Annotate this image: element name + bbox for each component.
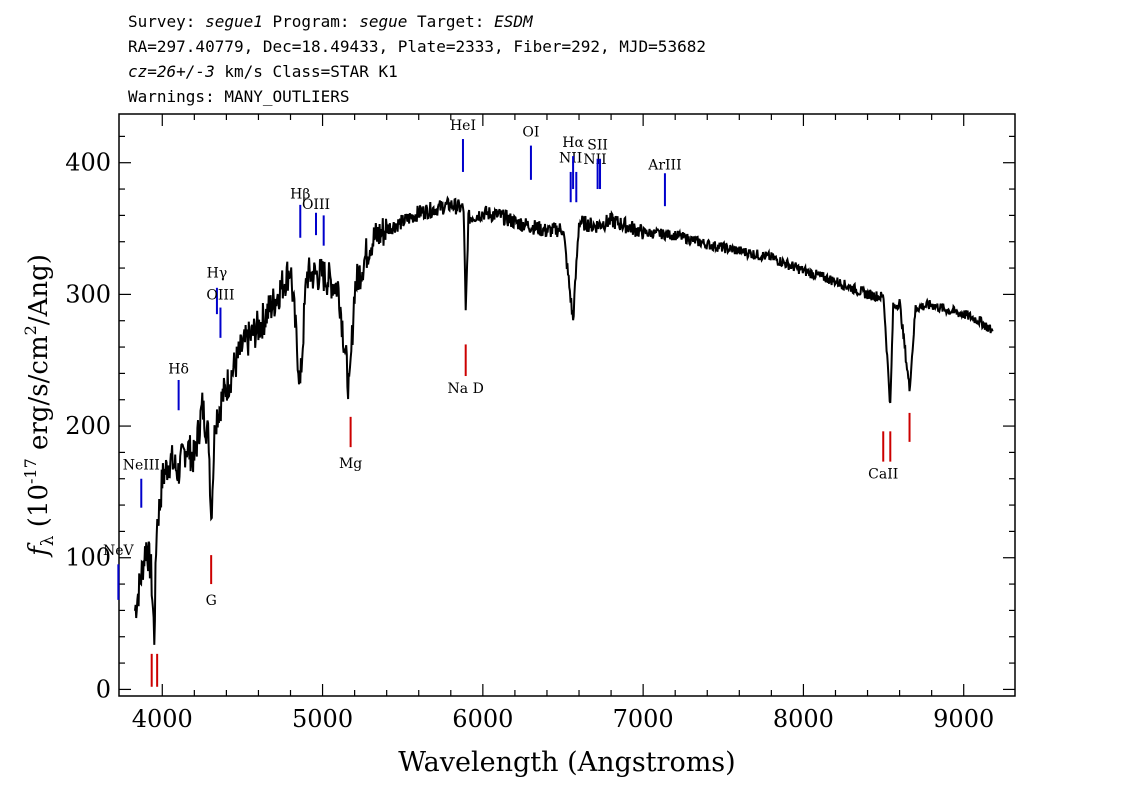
marker-label: OIII xyxy=(206,288,234,304)
x-tick-label: 6000 xyxy=(452,705,513,733)
marker-label: CaII xyxy=(868,467,898,483)
marker-label: ArIII xyxy=(647,157,681,173)
header-line-2: RA=297.40779, Dec=18.49433, Plate=2333, … xyxy=(128,37,706,56)
x-tick-labels: 4000 5000 6000 7000 8000 9000 xyxy=(132,705,995,733)
x-tick-label: 7000 xyxy=(613,705,674,733)
y-axis-title: fλ (10-17 erg/s/cm2/Ang) xyxy=(21,254,58,558)
marker-label: Hγ xyxy=(207,265,228,281)
x-axis-title: Wavelength (Angstroms) xyxy=(398,747,735,778)
marker-label: Hδ xyxy=(168,361,189,377)
marker-label: HeI xyxy=(450,118,476,134)
y-tick-label: 100 xyxy=(65,544,111,572)
marker-label: NeIII xyxy=(123,458,160,474)
marker-label: NII xyxy=(583,152,606,168)
y-tick-label: 200 xyxy=(65,412,111,440)
marker-label: G xyxy=(206,593,217,609)
marker-label: NII xyxy=(559,151,582,167)
header-line-1: Survey: segue1 Program: segue Target: ES… xyxy=(128,12,533,31)
marker-label: Hβ xyxy=(290,186,310,202)
x-tick-label: 4000 xyxy=(132,705,193,733)
y-tick-label: 0 xyxy=(96,675,111,703)
plot-frame xyxy=(118,113,1016,697)
marker-label: OIII xyxy=(302,197,330,213)
header-line-4: Warnings: MANY_OUTLIERS xyxy=(128,87,350,106)
marker-label: OI xyxy=(522,124,539,140)
header-line-3: cz=26+/-3 km/s Class=STAR K1 xyxy=(128,62,398,81)
x-tick-label: 5000 xyxy=(292,705,353,733)
y-tick-label: 300 xyxy=(65,280,111,308)
y-tick-labels: 0 100 200 300 400 xyxy=(65,149,111,704)
marker-label: Na D xyxy=(448,381,484,397)
axis-ticks xyxy=(119,114,1015,696)
marker-label: NeV xyxy=(103,543,135,559)
marker-label: Mg xyxy=(339,456,362,472)
y-tick-label: 400 xyxy=(65,149,111,177)
spectrum-line xyxy=(134,195,994,645)
marker-label: SII xyxy=(587,138,608,154)
x-tick-label: 8000 xyxy=(773,705,834,733)
marker-label: Hα xyxy=(562,135,584,151)
x-tick-label: 9000 xyxy=(933,705,994,733)
